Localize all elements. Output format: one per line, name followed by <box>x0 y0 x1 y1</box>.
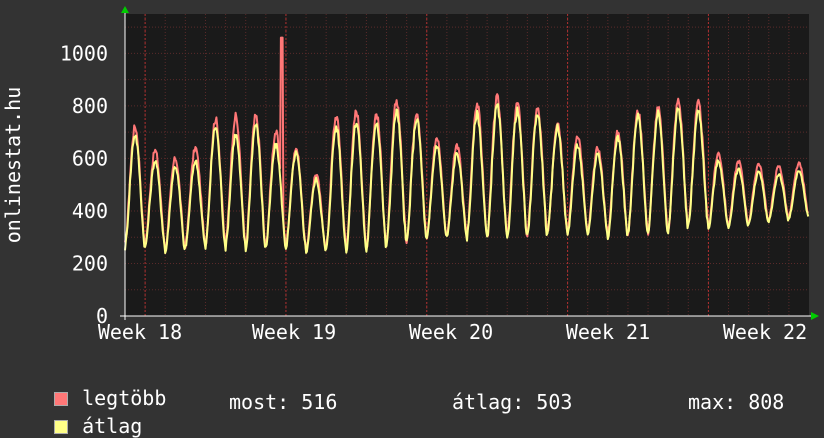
stat-max: max: 808 <box>688 390 785 414</box>
stat-current: most: 516 <box>229 390 338 414</box>
stat-average: átlag: 503 <box>452 390 573 414</box>
legend-label-max: legtöbb <box>82 386 167 410</box>
traffic-chart: 0 200 400 600 800 1000 Week 18 Week 19 Week 20 We… <box>1 6 819 344</box>
axes <box>120 6 819 320</box>
legend-item-avg: átlag <box>30 390 142 438</box>
tick-labels: 0 200 400 600 800 1000 Week 18 Week 19 Week 20 We… <box>60 41 807 344</box>
y-tick-label: 800 <box>72 94 108 118</box>
legend-swatch-avg <box>54 420 69 434</box>
y-axis-label: onlinestat.hu <box>1 87 25 244</box>
legend-swatch-max <box>54 392 69 406</box>
grid-lines <box>125 14 809 316</box>
y-tick-label: 1000 <box>60 41 108 65</box>
series-line-avg <box>124 103 810 255</box>
x-tick-label: Week 22 <box>723 320 807 344</box>
y-tick-label: 0 <box>96 304 108 328</box>
x-tick-label: Week 18 <box>98 320 182 344</box>
y-tick-label: 200 <box>72 251 108 275</box>
x-tick-label: Week 20 <box>409 320 493 344</box>
legend-item-max: legtöbb <box>30 362 166 410</box>
legend-label-avg: átlag <box>82 414 143 438</box>
y-tick-label: 400 <box>72 199 108 223</box>
y-axis-arrow <box>121 6 129 13</box>
y-tick-label: 600 <box>72 146 108 170</box>
x-tick-label: Week 21 <box>566 320 650 344</box>
series-lines <box>124 36 810 255</box>
x-axis-arrow <box>811 312 819 320</box>
x-tick-label: Week 19 <box>252 320 336 344</box>
